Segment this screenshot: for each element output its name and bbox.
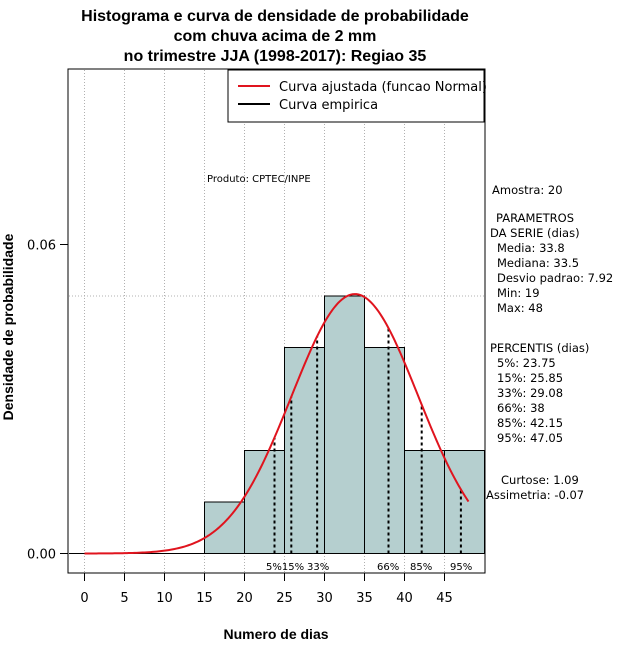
legend: Curva ajustada (funcao Normal) Curva emp… xyxy=(227,69,487,123)
statistics-panel: Amostra: 20 PARAMETROS DA SERIE (dias) M… xyxy=(486,183,613,502)
percentiles-title: PERCENTIS (dias) xyxy=(490,341,589,355)
percentile-label-66: 66% xyxy=(377,562,399,573)
percentile-lines-layer xyxy=(273,328,462,554)
y-axis-label: Densidade de probabilidade xyxy=(0,233,16,420)
y-tick-label-0: 0.00 xyxy=(27,548,56,563)
x-tick-label-20: 20 xyxy=(236,591,253,606)
histogram-bar-6 xyxy=(444,450,485,554)
stat-median: Mediana: 33.5 xyxy=(497,256,579,270)
x-tick-label-35: 35 xyxy=(356,591,373,606)
percentile-label-5-15: 5%15% xyxy=(266,562,304,573)
stat-min: Min: 19 xyxy=(497,286,540,300)
percentile-15: 15%: 25.85 xyxy=(497,371,563,385)
histogram-bar-3 xyxy=(324,295,365,554)
legend-label-empirical: Curva empirica xyxy=(279,98,378,113)
histogram-bar-5 xyxy=(404,450,445,554)
curve-layer xyxy=(84,293,470,555)
legend-box xyxy=(227,69,485,123)
x-tick-label-15: 15 xyxy=(196,591,213,606)
percentile-95: 95%: 47.05 xyxy=(497,431,563,445)
percentile-5: 5%: 23.75 xyxy=(497,356,556,370)
histogram-bar-0 xyxy=(204,501,245,554)
legend-label-normal: Curva ajustada (funcao Normal) xyxy=(279,80,487,95)
x-tick-label-45: 45 xyxy=(436,591,453,606)
percentile-label-85: 85% xyxy=(410,562,432,573)
percentile-33: 33%: 29.08 xyxy=(497,386,563,400)
chart-title-line-3: no trimestre JJA (1998-2017): Regiao 35 xyxy=(124,48,427,65)
percentile-66: 66%: 38 xyxy=(497,401,545,415)
x-axis-label: Numero de dias xyxy=(223,626,328,642)
sample-size: Amostra: 20 xyxy=(492,183,563,197)
histogram-bar-1 xyxy=(244,450,285,554)
percentile-85: 85%: 42.15 xyxy=(497,416,563,430)
axis-layer: 0 5 10 15 20 25 30 35 40 45 0.00 0.06 xyxy=(27,239,453,607)
percentile-label-33: 33% xyxy=(307,562,329,573)
stat-max: Max: 48 xyxy=(497,301,543,315)
chart-title-line-2: com chuva acima de 2 mm xyxy=(174,28,377,45)
stat-mean: Media: 33.8 xyxy=(497,241,565,255)
percentile-label-95: 95% xyxy=(450,562,472,573)
product-note: Produto: CPTEC/INPE xyxy=(207,174,311,185)
stat-skewness: Assimetria: -0.07 xyxy=(486,488,584,502)
x-tick-label-40: 40 xyxy=(396,591,413,606)
normal-density-curve xyxy=(84,293,470,555)
x-tick-label-0: 0 xyxy=(80,591,88,606)
y-tick-label-1: 0.06 xyxy=(27,239,56,254)
x-tick-label-30: 30 xyxy=(316,591,333,606)
x-tick-label-10: 10 xyxy=(156,591,173,606)
x-tick-label-5: 5 xyxy=(120,591,128,606)
stat-sd: Desvio padrao: 7.92 xyxy=(497,271,613,285)
chart-title-line-1: Histograma e curva de densidade de proba… xyxy=(81,8,469,25)
grid-layer xyxy=(69,70,484,572)
params-title-1: PARAMETROS xyxy=(496,211,574,225)
x-tick-label-25: 25 xyxy=(276,591,293,606)
stat-kurtosis: Curtose: 1.09 xyxy=(501,473,579,487)
histogram-bar-4 xyxy=(364,347,405,554)
params-title-2: DA SERIE (dias) xyxy=(490,226,580,240)
